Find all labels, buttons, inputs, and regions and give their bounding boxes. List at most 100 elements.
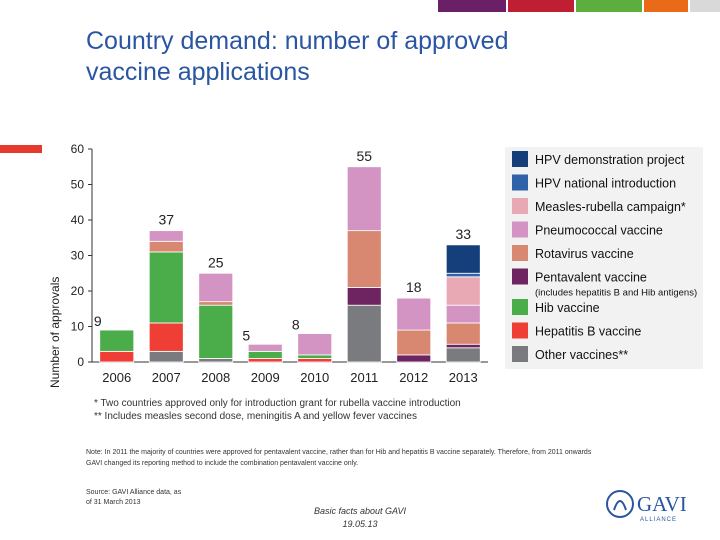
total-label: 55 xyxy=(356,148,372,164)
legend-swatch xyxy=(512,299,528,315)
bar-segment xyxy=(148,322,184,352)
legend-swatch xyxy=(512,346,528,362)
bars xyxy=(99,166,481,363)
legend-label: Other vaccines** xyxy=(535,348,628,362)
y-tick-label: 30 xyxy=(71,249,85,263)
bar-segment xyxy=(396,297,432,331)
left-accent-bar xyxy=(0,145,42,153)
bar-segment xyxy=(346,166,382,232)
legend-label: Measles-rubella campaign* xyxy=(535,200,686,214)
x-tick-label: 2006 xyxy=(102,370,131,385)
footnote-1: * Two countries approved only for introd… xyxy=(94,398,461,409)
y-tick-label: 20 xyxy=(71,284,85,298)
title-line-1: Country demand: number of approved xyxy=(86,27,509,55)
bar-segment xyxy=(247,343,283,352)
bar-segment xyxy=(198,304,234,359)
bar-segment xyxy=(148,230,184,242)
legend: HPV demonstration project HPV national in… xyxy=(505,147,703,369)
x-tick-label: 2007 xyxy=(152,370,181,385)
legend-note: (includes hepatitis B and Hib antigens) xyxy=(535,288,697,299)
total-label: 37 xyxy=(158,212,174,228)
x-tick-label: 2009 xyxy=(251,370,280,385)
total-label: 5 xyxy=(242,327,250,343)
total-labels: 9 37 25 5 8 55 18 33 xyxy=(94,148,471,344)
legend-swatch xyxy=(512,322,528,339)
bar-segment xyxy=(445,276,481,306)
legend-swatch xyxy=(512,174,528,191)
y-axis-label: Number of approvals xyxy=(48,277,62,388)
x-tick-label: 2010 xyxy=(300,370,329,385)
topbar-segment-purple xyxy=(438,0,506,12)
legend-label: Pneumococcal vaccine xyxy=(535,224,663,238)
bar-segment xyxy=(99,329,135,352)
bar-segment xyxy=(346,304,382,363)
total-label: 9 xyxy=(94,313,102,329)
legend-swatch xyxy=(512,221,528,238)
bar-segment xyxy=(148,240,184,253)
note-text: Note: In 2011 the majority of countries … xyxy=(86,449,592,467)
footer-line-1: Basic facts about GAVI xyxy=(313,506,407,516)
logo-text: GAVI xyxy=(637,492,687,516)
total-label: 33 xyxy=(455,226,471,242)
bar-segment xyxy=(99,350,135,363)
bar-segment xyxy=(445,244,481,274)
bar-segment xyxy=(445,304,481,324)
x-tick-label: 2008 xyxy=(201,370,230,385)
bar-segment xyxy=(247,358,283,363)
logo-subtext: ALLIANCE xyxy=(640,517,677,523)
bar-segment xyxy=(198,272,234,303)
legend-label: Pentavalent vaccine xyxy=(535,271,647,285)
bar-segment xyxy=(297,358,333,363)
legend-swatch xyxy=(512,151,528,167)
legend-label: HPV demonstration project xyxy=(535,153,685,167)
bar-segment xyxy=(445,343,481,349)
bar-segment xyxy=(445,272,481,278)
logo-figure-icon xyxy=(613,500,627,511)
total-label: 8 xyxy=(292,317,300,333)
legend-label: HPV national introduction xyxy=(535,177,676,191)
page-title: Country demand: number of approved vacci… xyxy=(86,26,646,88)
bar-segment xyxy=(445,347,481,363)
legend-label: Hib vaccine xyxy=(535,301,600,315)
footer-line-2: 19.05.13 xyxy=(342,519,378,529)
legend-swatch xyxy=(512,268,528,285)
bar-segment xyxy=(198,358,234,363)
bar-segment xyxy=(445,322,481,345)
title-line-2: vaccine applications xyxy=(86,58,310,86)
topbar-segment-gray xyxy=(690,0,720,12)
legend-swatch xyxy=(512,245,528,261)
topbar-segment-orange xyxy=(644,0,688,12)
bar-segment xyxy=(396,354,432,363)
x-axis-labels: 2006 2007 2008 2009 2010 2011 2012 2013 xyxy=(102,370,477,385)
gavi-logo: GAVI ALLIANCE xyxy=(606,490,687,523)
x-tick-label: 2012 xyxy=(399,370,428,385)
total-label: 18 xyxy=(406,279,422,295)
y-tick-label: 40 xyxy=(71,213,85,227)
bar-segment xyxy=(297,333,333,356)
x-tick-label: 2013 xyxy=(449,370,478,385)
footnote-2: ** Includes measles second dose, meningi… xyxy=(94,411,417,422)
bar-segment xyxy=(198,301,234,306)
legend-label: Hepatitis B vaccine xyxy=(535,325,641,339)
x-tick-label: 2011 xyxy=(350,370,378,385)
legend-background xyxy=(505,147,703,369)
topbar-segment-red xyxy=(508,0,574,12)
legend-label: Rotavirus vaccine xyxy=(535,247,634,261)
logo-swirl-icon xyxy=(606,490,634,518)
bar-segment xyxy=(148,350,184,363)
topbar-segment-green xyxy=(576,0,642,12)
bar-segment xyxy=(346,287,382,306)
bar-segment xyxy=(148,251,184,324)
bar-segment xyxy=(297,354,333,359)
bar-segment xyxy=(247,350,283,359)
y-tick-label: 60 xyxy=(71,142,85,156)
y-tick-label: 10 xyxy=(71,320,85,334)
source-text: Source: GAVI Alliance data, as of 31 Mar… xyxy=(86,489,182,506)
legend-swatch xyxy=(512,198,528,214)
y-tick-label: 0 xyxy=(77,355,84,369)
y-tick-label: 50 xyxy=(71,178,85,192)
bar-segment xyxy=(396,329,432,356)
total-label: 25 xyxy=(208,254,224,270)
bar-segment xyxy=(346,230,382,288)
